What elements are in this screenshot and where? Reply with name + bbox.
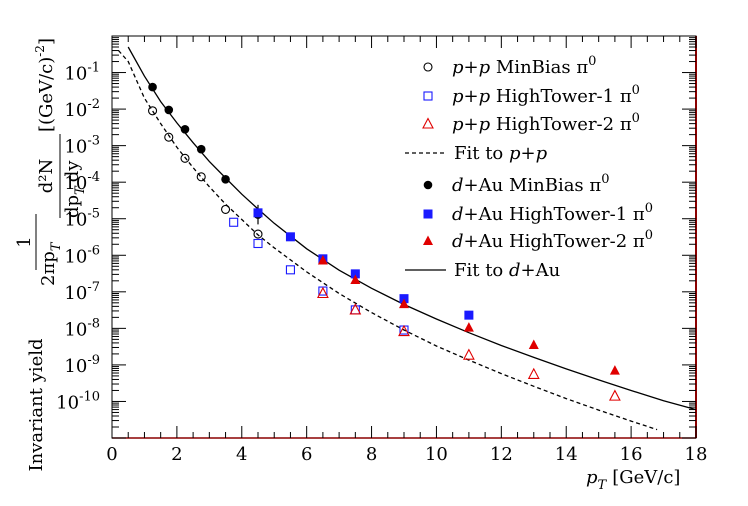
- pp-mb-point: [180, 153, 190, 163]
- legend-entry-dau-ht2: d+Au HighTower-2 π0: [423, 228, 653, 252]
- legend-label: p+p HighTower-1 π0: [452, 83, 640, 107]
- pp-ht2-point: [349, 303, 362, 315]
- dau-mb-point: [148, 82, 157, 92]
- y-tick-label: 10-7: [64, 280, 100, 304]
- x-tick-label: 0: [106, 444, 117, 465]
- x-axis-ticks: 0 2 4 6 8 10 12 14 16 18: [106, 36, 707, 465]
- dau-mb-point: [196, 144, 206, 154]
- pp-ht2-point: [608, 389, 621, 401]
- pp-mb-point: [196, 172, 206, 182]
- dau-ht2-point: [609, 365, 620, 375]
- dau-ht2-point: [463, 322, 474, 332]
- dau-ht2-point: [317, 254, 328, 265]
- legend-label: d+Au HighTower-2 π0: [452, 228, 653, 252]
- pp-mb-point: [253, 229, 263, 239]
- legend-entry-dau-ht1: d+Au HighTower-1 π0: [423, 201, 653, 225]
- dau-ht1-point: [350, 269, 360, 279]
- y-axis-title-one: 1: [14, 236, 35, 247]
- x-axis-label-p: p: [586, 467, 598, 488]
- legend-entry-pp-ht2: p+p HighTower-2 π0: [422, 111, 640, 135]
- y-tick-label: 10-6: [64, 243, 100, 267]
- x-tick-label: 4: [236, 444, 247, 465]
- x-axis-label: pT [GeV/c]: [586, 467, 680, 493]
- dau-ht2-point: [528, 339, 539, 350]
- legend-marker-dau-mb: [423, 180, 433, 190]
- legend-label: d+Au MinBias π0: [452, 172, 610, 196]
- x-tick-label: 10: [425, 444, 448, 465]
- fit-curves: [118, 46, 697, 431]
- legend-label: Fit to p+p: [454, 143, 548, 164]
- pp-mb-point: [148, 106, 158, 116]
- x-tick-label: 12: [490, 444, 513, 465]
- x-axis-label-sub: T: [598, 478, 608, 493]
- legend-marker-dau-ht1: [423, 209, 433, 219]
- pp-ht1-point: [253, 238, 263, 249]
- x-tick-label: 18: [685, 444, 708, 465]
- y-axis-title-derivative: dpTdy: [62, 160, 88, 218]
- pp-mb-point: [221, 204, 231, 214]
- legend-label: Fit to d+Au: [454, 260, 560, 281]
- x-tick-label: 16: [620, 444, 643, 465]
- legend-label: p+p HighTower-2 π0: [452, 111, 640, 135]
- y-tick-label: 10-4: [64, 170, 100, 194]
- y-tick-label: 10-3: [64, 134, 100, 158]
- dau-ht2-point: [350, 274, 361, 285]
- pp-ht1-point: [285, 265, 295, 275]
- legend-marker-pp-ht1: [423, 91, 433, 101]
- dau-ht1-point: [285, 232, 295, 242]
- y-axis-title-d2N: d²N: [36, 159, 57, 194]
- y-axis-title-denominator: 2πpT: [38, 241, 64, 286]
- y-tick-label: 10-10: [56, 389, 100, 413]
- y-tick-label: 10-8: [64, 316, 100, 340]
- x-tick-label: 6: [301, 444, 312, 465]
- dau-mb-point: [164, 105, 174, 115]
- y-axis-invariant-yield: Invariant yield: [26, 338, 47, 471]
- y-axis-title-dy: dy: [62, 160, 83, 183]
- dau-mb-point: [221, 174, 230, 184]
- y-axis-title-unit: [(GeV/c)-2]: [33, 38, 57, 132]
- legend: p+p MinBias π0 p+p HighTower-1 π0 p+p High…: [405, 54, 653, 281]
- y-axis-ticks: 10-10 10-9 10-8 10-7 10-6 10-5 10-4 10-3 10-2 10-…: [56, 37, 696, 439]
- dau-ht2-point: [399, 298, 409, 309]
- x-tick-label: 8: [366, 444, 377, 465]
- y-tick-label: 10-9: [64, 353, 100, 377]
- y-axis-title: 1 2πpT d²N dpTdy [(GeV/c)-2] Invariant y…: [14, 38, 88, 472]
- pp-ht2-point: [527, 367, 540, 379]
- dau-fit-curve: [127, 46, 697, 411]
- legend-entry-pp-mb: p+p MinBias π0: [423, 54, 596, 78]
- dau-ht1-point: [253, 208, 263, 218]
- x-tick-label: 2: [171, 444, 182, 465]
- legend-label: d+Au HighTower-1 π0: [452, 201, 653, 225]
- x-axis-label-unit: [GeV/c]: [612, 467, 680, 488]
- x-tick-label: 14: [555, 444, 578, 465]
- y-axis-title-T1: T: [49, 241, 64, 251]
- y-axis-title-dp: dp: [62, 195, 83, 218]
- legend-entry-pp-fit: Fit to p+p: [405, 143, 548, 164]
- y-tick-label: 10-2: [64, 97, 100, 121]
- pp-ht1-point: [229, 217, 239, 227]
- y-axis-title-T2: T: [73, 185, 88, 195]
- dau-ht1-point: [464, 310, 474, 320]
- pp-ht2-point: [316, 286, 329, 299]
- pp-ht2-point: [398, 324, 410, 337]
- legend-marker-dau-ht2: [423, 235, 433, 245]
- legend-entry-dau-mb: d+Au MinBias π0: [423, 172, 610, 196]
- legend-marker-pp-mb: [423, 62, 433, 72]
- legend-entry-dau-fit: Fit to d+Au: [405, 260, 560, 281]
- legend-marker-pp-ht2: [422, 117, 434, 129]
- legend-entry-pp-ht1: p+p HighTower-1 π0: [423, 83, 640, 107]
- pp-ht2-point: [462, 348, 475, 360]
- legend-label: p+p MinBias π0: [452, 54, 596, 78]
- dau-mb-point: [180, 124, 190, 134]
- y-tick-label: 10-5: [64, 207, 100, 231]
- data-points: [148, 82, 621, 401]
- pp-mb-point: [164, 132, 174, 142]
- pp-fit-curve: [118, 50, 658, 431]
- y-axis-title-twopi: 2πp: [38, 251, 59, 286]
- y-tick-label: 10-1: [64, 61, 100, 85]
